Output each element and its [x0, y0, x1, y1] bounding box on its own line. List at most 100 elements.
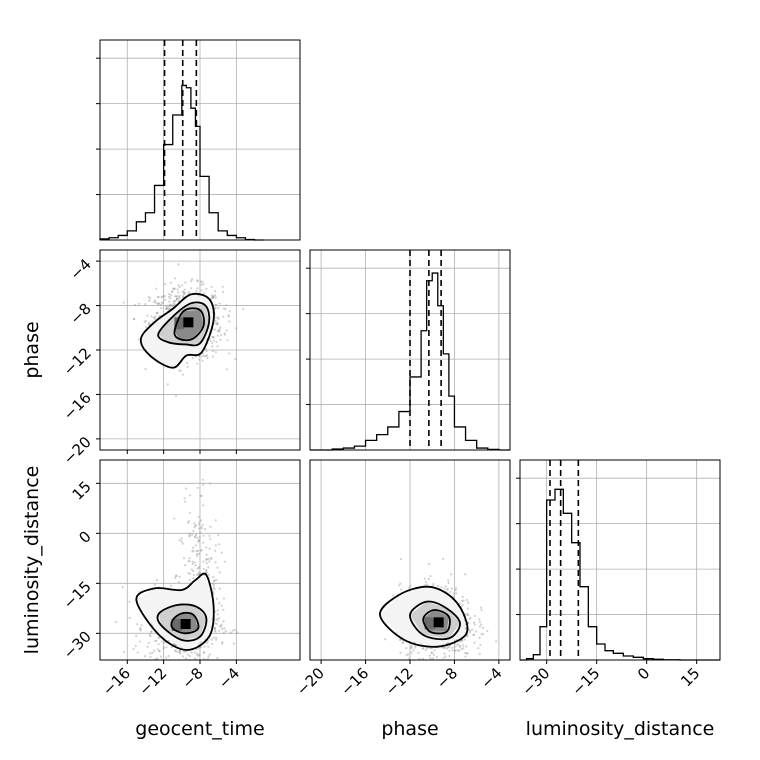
sample-point: [139, 627, 142, 630]
sample-point: [481, 626, 485, 630]
sample-point: [222, 608, 225, 611]
sample-point: [450, 573, 453, 576]
sample-point: [465, 635, 468, 638]
sample-point: [216, 609, 220, 612]
sample-point: [455, 592, 458, 595]
sample-point: [185, 667, 187, 669]
sample-point: [454, 649, 458, 652]
sample-point: [458, 602, 462, 605]
sample-point: [191, 357, 194, 360]
sample-point: [198, 566, 201, 569]
sample-point: [138, 640, 141, 643]
sample-point: [216, 323, 219, 326]
contour-level-2: [156, 603, 208, 642]
sample-point: [195, 289, 198, 293]
sample-point: [193, 522, 196, 525]
sample-point: [173, 287, 176, 290]
sample-point: [136, 623, 139, 626]
sample-point: [114, 621, 118, 624]
sample-point: [168, 293, 171, 296]
hist-bin: [466, 440, 477, 450]
sample-point: [446, 645, 449, 648]
sample-point: [180, 540, 183, 543]
sample-point: [167, 307, 170, 310]
sample-point: [205, 571, 208, 574]
sample-point: [204, 558, 207, 561]
sample-point: [178, 663, 180, 665]
sample-point: [443, 646, 446, 650]
hist-bin: [533, 655, 540, 660]
sample-point: [181, 667, 183, 669]
sample-point: [193, 561, 196, 564]
contour-level-1: [139, 292, 215, 369]
sample-point: [185, 487, 188, 490]
sample-point: [425, 583, 429, 586]
sample-point: [422, 647, 425, 650]
sample-point: [152, 316, 155, 319]
sample-point: [207, 645, 210, 648]
ytick-label-phase: −12: [60, 344, 95, 379]
sample-point: [213, 588, 216, 591]
sample-point: [184, 281, 187, 284]
sample-point: [211, 345, 214, 348]
sample-point: [166, 383, 169, 386]
sample-point: [161, 296, 164, 299]
sample-point: [200, 549, 203, 552]
sample-point: [191, 560, 194, 563]
sample-point: [175, 575, 178, 578]
ytick-label-luminosity-distance: −15: [60, 577, 95, 612]
sample-point: [200, 355, 203, 358]
sample-point: [169, 297, 172, 300]
sample-point: [132, 318, 136, 321]
sample-point: [170, 290, 173, 294]
sample-point: [172, 663, 174, 665]
sample-point: [405, 654, 408, 657]
sample-point: [202, 657, 206, 660]
hist-bin: [200, 176, 209, 240]
sample-point: [465, 645, 468, 648]
sample-point: [153, 583, 157, 586]
sample-point: [181, 294, 185, 298]
sample-point: [220, 623, 223, 626]
sample-point: [223, 332, 226, 335]
sample-point: [197, 573, 200, 576]
sample-point: [467, 622, 470, 625]
sample-point: [233, 663, 235, 665]
xtick-label-geocent-time: −16: [99, 664, 134, 699]
sample-point: [192, 529, 195, 533]
sample-point: [188, 557, 191, 560]
xlabel-luminosity-distance: luminosity_distance: [526, 718, 715, 740]
sample-point: [478, 620, 482, 624]
sample-point: [172, 642, 175, 646]
sample-point: [202, 504, 205, 507]
sample-point: [194, 533, 198, 537]
hist-bin: [399, 412, 410, 450]
sample-point: [478, 625, 482, 628]
sample-point: [155, 287, 158, 290]
sample-point: [467, 601, 470, 604]
sample-point: [452, 592, 455, 595]
hist-bin: [432, 273, 438, 450]
sample-point: [227, 315, 230, 318]
sample-point: [418, 657, 421, 660]
sample-point: [163, 294, 166, 298]
sample-point: [178, 575, 181, 578]
sample-point: [182, 291, 186, 294]
sample-point: [135, 634, 138, 637]
sample-point: [221, 640, 224, 644]
sample-point: [179, 650, 182, 653]
hist-panel-geocent_time: [96, 39, 301, 241]
sample-point: [173, 517, 176, 520]
sample-point: [213, 626, 216, 630]
sample-point: [199, 646, 203, 649]
sample-point: [495, 640, 498, 643]
sample-point: [153, 317, 157, 320]
sample-point: [194, 355, 197, 358]
sample-point: [417, 651, 420, 654]
sample-point: [183, 292, 187, 295]
sample-point: [167, 654, 170, 658]
sample-point: [175, 295, 178, 298]
sample-point: [175, 298, 178, 301]
density-peak-cell: [433, 617, 444, 628]
sample-point: [140, 624, 143, 627]
